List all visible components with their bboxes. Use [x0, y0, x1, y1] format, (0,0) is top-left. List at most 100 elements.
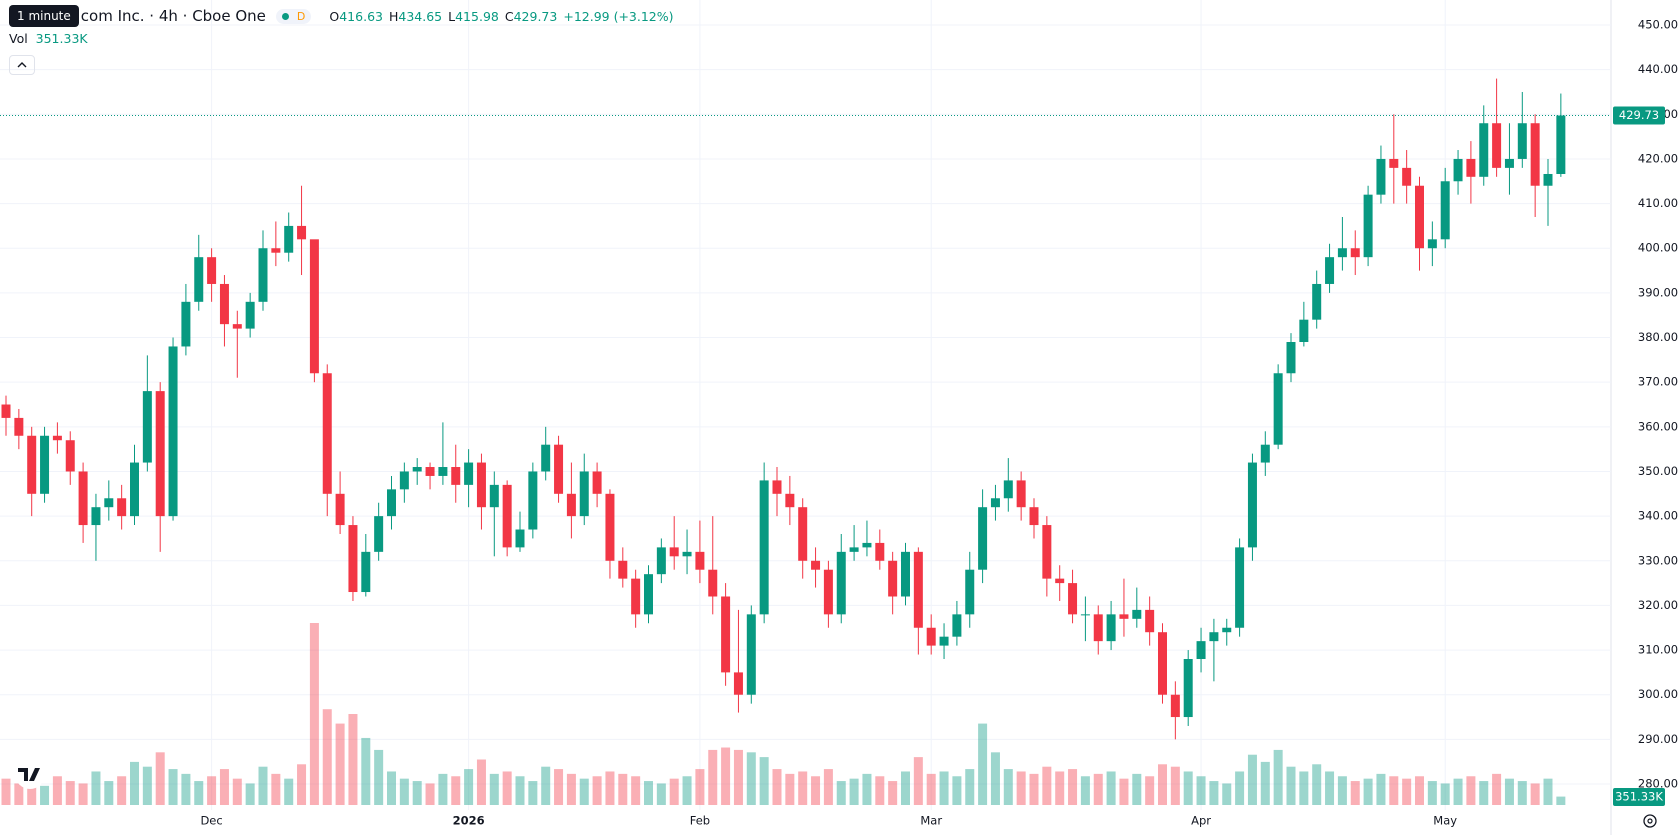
y-tick-label: 300.00 [1638, 687, 1678, 701]
volume-bar [155, 752, 165, 805]
collapse-button[interactable] [9, 55, 35, 75]
candle-body [387, 489, 396, 517]
volume-bar [232, 778, 242, 805]
candle-body [631, 578, 641, 615]
y-tick-label: 390.00 [1638, 285, 1678, 299]
volume-bar [798, 771, 808, 805]
candle-body [682, 551, 692, 557]
volume-bar [1132, 773, 1142, 805]
candle-body [836, 551, 846, 615]
volume-bar [1093, 773, 1103, 805]
volume-bar [1530, 783, 1540, 805]
candle-body [1312, 283, 1322, 320]
volume-bar [1479, 781, 1489, 805]
candle-body [1325, 257, 1335, 284]
candle-body [258, 248, 268, 302]
candle-body [528, 471, 538, 530]
volume-tag [1613, 788, 1665, 806]
volume-bar [1350, 781, 1360, 805]
volume-bar [836, 781, 846, 805]
candle-body [361, 551, 371, 593]
volume-bar [1415, 776, 1424, 805]
candle-body [1299, 319, 1309, 343]
candle-body [52, 435, 62, 441]
y-tick-label: 310.00 [1638, 643, 1678, 657]
volume-bar [541, 766, 551, 805]
candle-body [965, 569, 975, 615]
volume-bar [1235, 771, 1245, 805]
candle-body [618, 560, 628, 579]
candle-body [1479, 123, 1489, 177]
last-price-tag [1613, 106, 1665, 125]
y-tick-label: 330.00 [1638, 553, 1678, 567]
volume-tag-label: 351.33K [1615, 790, 1663, 804]
volume-bar [502, 771, 512, 805]
volume-bar [1068, 769, 1078, 805]
y-tick-label: 290.00 [1638, 732, 1678, 746]
volume-bar [52, 776, 62, 805]
volume-bar [682, 776, 692, 805]
candle-body [990, 498, 1000, 508]
candle-body [502, 484, 512, 548]
volume-bar [1183, 771, 1193, 805]
candle-body [759, 480, 769, 615]
volume-bar [1504, 778, 1514, 805]
volume-bar [888, 781, 898, 805]
candle-body [245, 301, 255, 329]
candle-body [219, 283, 229, 325]
volume-bar [811, 776, 821, 805]
volume-bar [1055, 771, 1065, 805]
volume-bar [425, 783, 435, 805]
volume-bar [451, 776, 461, 805]
volume-bar [515, 776, 525, 805]
volume-bar [759, 757, 769, 805]
volume-bar [78, 783, 88, 805]
candle-body [1530, 123, 1540, 186]
volume-bar [618, 773, 628, 805]
volume-bar [1042, 766, 1052, 805]
candle-body [1260, 444, 1270, 463]
candle-body [823, 569, 833, 615]
candle-body [1440, 181, 1450, 240]
candle-body [399, 471, 409, 490]
volume-bar [708, 749, 718, 805]
volume-legend: Vol 351.33K [9, 31, 88, 46]
candle-body [913, 551, 923, 628]
candle-body [849, 547, 859, 552]
candle-body [1068, 583, 1078, 615]
candle-body [78, 471, 88, 526]
candle-body [515, 529, 525, 548]
volume-bar [65, 781, 75, 805]
candle-body [1247, 462, 1257, 548]
volume-bar [862, 773, 872, 805]
candle-body [1119, 614, 1129, 619]
volume-bar [284, 778, 294, 805]
candle-body [1016, 480, 1026, 508]
volume-bar [1312, 764, 1322, 805]
candle-body [785, 493, 795, 508]
symbol-title[interactable]: com Inc. · 4h · Cboe One [80, 7, 266, 25]
candle-body [1543, 173, 1553, 186]
candle-body [476, 462, 486, 508]
tooltip: 1 minute [9, 5, 79, 27]
candle-body [1453, 158, 1463, 182]
candle-body [348, 525, 358, 593]
header: 1 minute com Inc. · 4h · Cboe One D O 416… [9, 4, 674, 28]
volume-bar [990, 752, 1000, 805]
candle-body [901, 551, 910, 597]
candle-body [875, 542, 885, 561]
badge-text: D [296, 9, 306, 23]
candle-body [1466, 158, 1476, 177]
logo-mark [18, 768, 40, 781]
volume-bar [1299, 771, 1309, 805]
volume-bar [1106, 771, 1116, 805]
volume-bar [476, 759, 486, 805]
volume-bar [939, 771, 949, 805]
status-badge[interactable]: D [275, 8, 312, 24]
volume-bar [772, 769, 782, 805]
candle-body [438, 467, 448, 476]
volume-bar [412, 781, 422, 805]
volume-bar [489, 773, 499, 805]
candle-body [1337, 248, 1347, 258]
